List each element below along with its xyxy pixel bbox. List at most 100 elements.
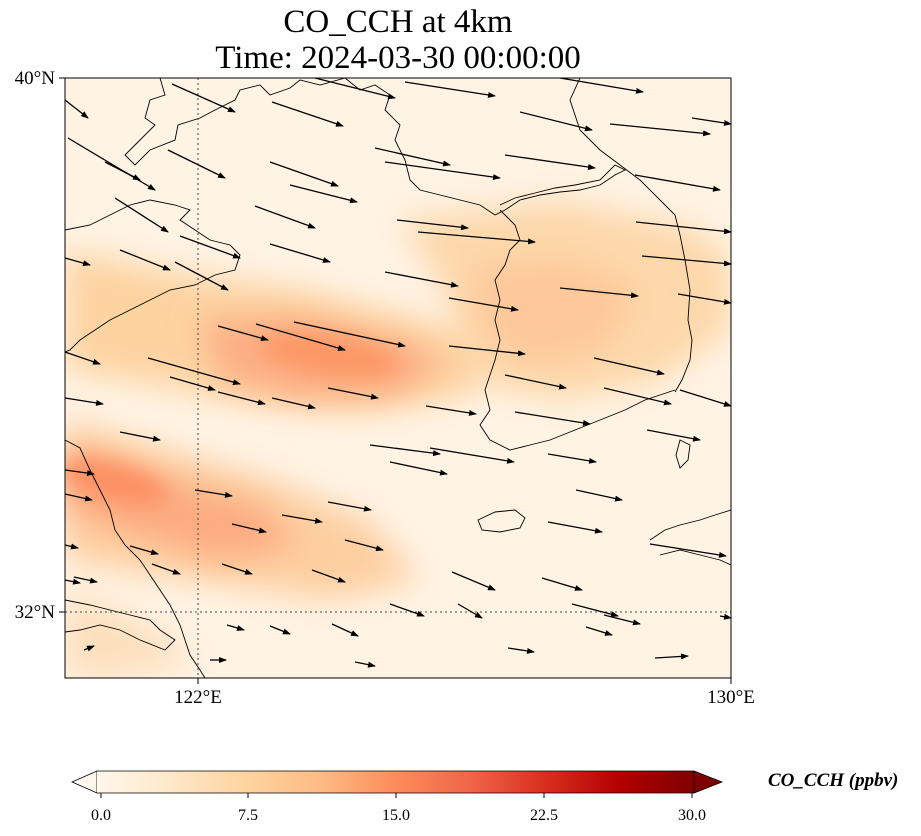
colorbar-under-arrow xyxy=(71,770,98,794)
wind-arrow xyxy=(221,563,253,575)
wind-arrow xyxy=(547,453,597,464)
lat-tick-label-32: 32°N xyxy=(15,602,56,623)
wind-arrow xyxy=(425,405,477,416)
wind-arrow xyxy=(64,543,79,550)
wind-arrow xyxy=(354,661,376,668)
wind-arrow xyxy=(311,569,346,583)
wind-arrow xyxy=(174,261,229,291)
colorbar-tick-1: 7.5 xyxy=(238,807,258,824)
coastline-korea-west xyxy=(479,209,676,451)
map-title-line-2: Time: 2024-03-30 00:00:00 xyxy=(215,40,581,76)
wind-arrow xyxy=(559,287,639,299)
wind-arrow xyxy=(171,83,236,113)
coastline-korea-east xyxy=(569,78,693,393)
lon-tick-label-130: 130°E xyxy=(707,687,755,708)
colorbar-tick-2: 15.0 xyxy=(382,807,410,824)
wind-arrow xyxy=(104,161,141,181)
wind-arrow xyxy=(585,626,613,636)
coastline-north xyxy=(124,78,346,166)
colorbar-over-arrow xyxy=(693,770,724,794)
wind-arrow xyxy=(64,99,89,119)
wind-arrow xyxy=(67,137,156,191)
lon-tick-label-122: 122°E xyxy=(174,687,222,708)
wind-arrow xyxy=(679,389,732,407)
map-title-line-1: CO_CCH at 4km xyxy=(283,4,513,40)
coastline-yangtze-mouth xyxy=(65,599,176,651)
wind-arrow xyxy=(281,514,323,524)
coastline-liaodong xyxy=(344,78,627,216)
wind-arrow xyxy=(649,543,727,558)
coastline-jeju xyxy=(477,509,526,533)
wind-arrow xyxy=(389,461,448,476)
wind-arrow xyxy=(194,489,233,498)
wind-arrow xyxy=(119,249,171,271)
wind-arrow xyxy=(603,387,672,406)
wind-arrow xyxy=(269,243,331,263)
wind-arrow xyxy=(114,197,169,233)
wind-arrow xyxy=(634,174,721,192)
coastline-tsushima xyxy=(675,439,691,469)
map-frame xyxy=(64,77,732,679)
wind-arrow xyxy=(289,184,358,204)
wind-arrow xyxy=(396,219,469,231)
wind-arrow xyxy=(293,321,406,348)
wind-arrow xyxy=(64,493,93,502)
wind-arrow xyxy=(269,161,339,187)
wind-arrow xyxy=(504,154,596,170)
wind-arrow xyxy=(254,205,316,229)
wind-arrow xyxy=(593,357,665,376)
wind-arrow xyxy=(514,411,591,426)
wind-arrow xyxy=(327,387,379,400)
wind-arrow xyxy=(64,578,81,585)
colorbar-gradient xyxy=(97,771,694,793)
wind-arrow xyxy=(327,501,372,512)
wind-arrow xyxy=(269,625,291,635)
wind-arrow xyxy=(429,447,515,464)
wind-arrow xyxy=(691,117,732,126)
wind-arrow xyxy=(314,77,396,100)
wind-arrow xyxy=(677,293,732,305)
wind-arrow xyxy=(369,444,441,457)
wind-arrow xyxy=(64,397,104,406)
wind-arrow xyxy=(271,397,316,410)
wind-arrow xyxy=(603,614,641,626)
wind-arrow xyxy=(457,603,483,619)
wind-arrow xyxy=(73,576,98,584)
wind-arrow xyxy=(374,147,451,167)
wind-arrow xyxy=(169,376,216,391)
lat-tick-label-40: 40°N xyxy=(15,68,56,89)
coastline-kyushu-south xyxy=(659,549,731,566)
wind-arrow xyxy=(129,545,159,555)
wind-arrow xyxy=(448,297,519,312)
colorbar-tick-4: 30.0 xyxy=(678,807,706,824)
wind-arrow xyxy=(384,271,459,288)
wind-arrow xyxy=(571,603,619,618)
wind-arrow xyxy=(507,647,535,654)
wind-arrow xyxy=(575,489,623,502)
wind-arrow xyxy=(83,645,95,652)
wind-arrow xyxy=(64,257,91,267)
wind-arrow xyxy=(226,624,245,631)
wind-arrow xyxy=(646,429,701,442)
wind-arrow xyxy=(344,539,384,552)
wind-arrow xyxy=(331,623,359,637)
axis-ticks xyxy=(59,77,732,684)
gridlines xyxy=(65,78,731,678)
wind-arrow xyxy=(167,149,226,179)
colorbar-tick-3: 22.5 xyxy=(530,807,558,824)
colorbar: 0.0 7.5 15.0 22.5 30.0 xyxy=(71,770,724,824)
wind-arrow xyxy=(448,345,526,357)
wind-arrow xyxy=(64,351,101,365)
wind-arrow xyxy=(255,323,346,351)
wind-arrow xyxy=(271,101,344,127)
wind-vectors xyxy=(64,77,732,668)
wind-arrow xyxy=(719,613,732,620)
wind-arrow xyxy=(417,231,536,245)
wind-arrow xyxy=(389,603,425,617)
wind-arrow xyxy=(404,81,496,98)
wind-arrow xyxy=(151,563,181,575)
wind-arrow xyxy=(451,571,496,591)
colorbar-title: CO_CCH (ppbv) xyxy=(768,770,899,791)
wind-arrow xyxy=(654,653,689,660)
wind-arrow xyxy=(384,161,501,181)
